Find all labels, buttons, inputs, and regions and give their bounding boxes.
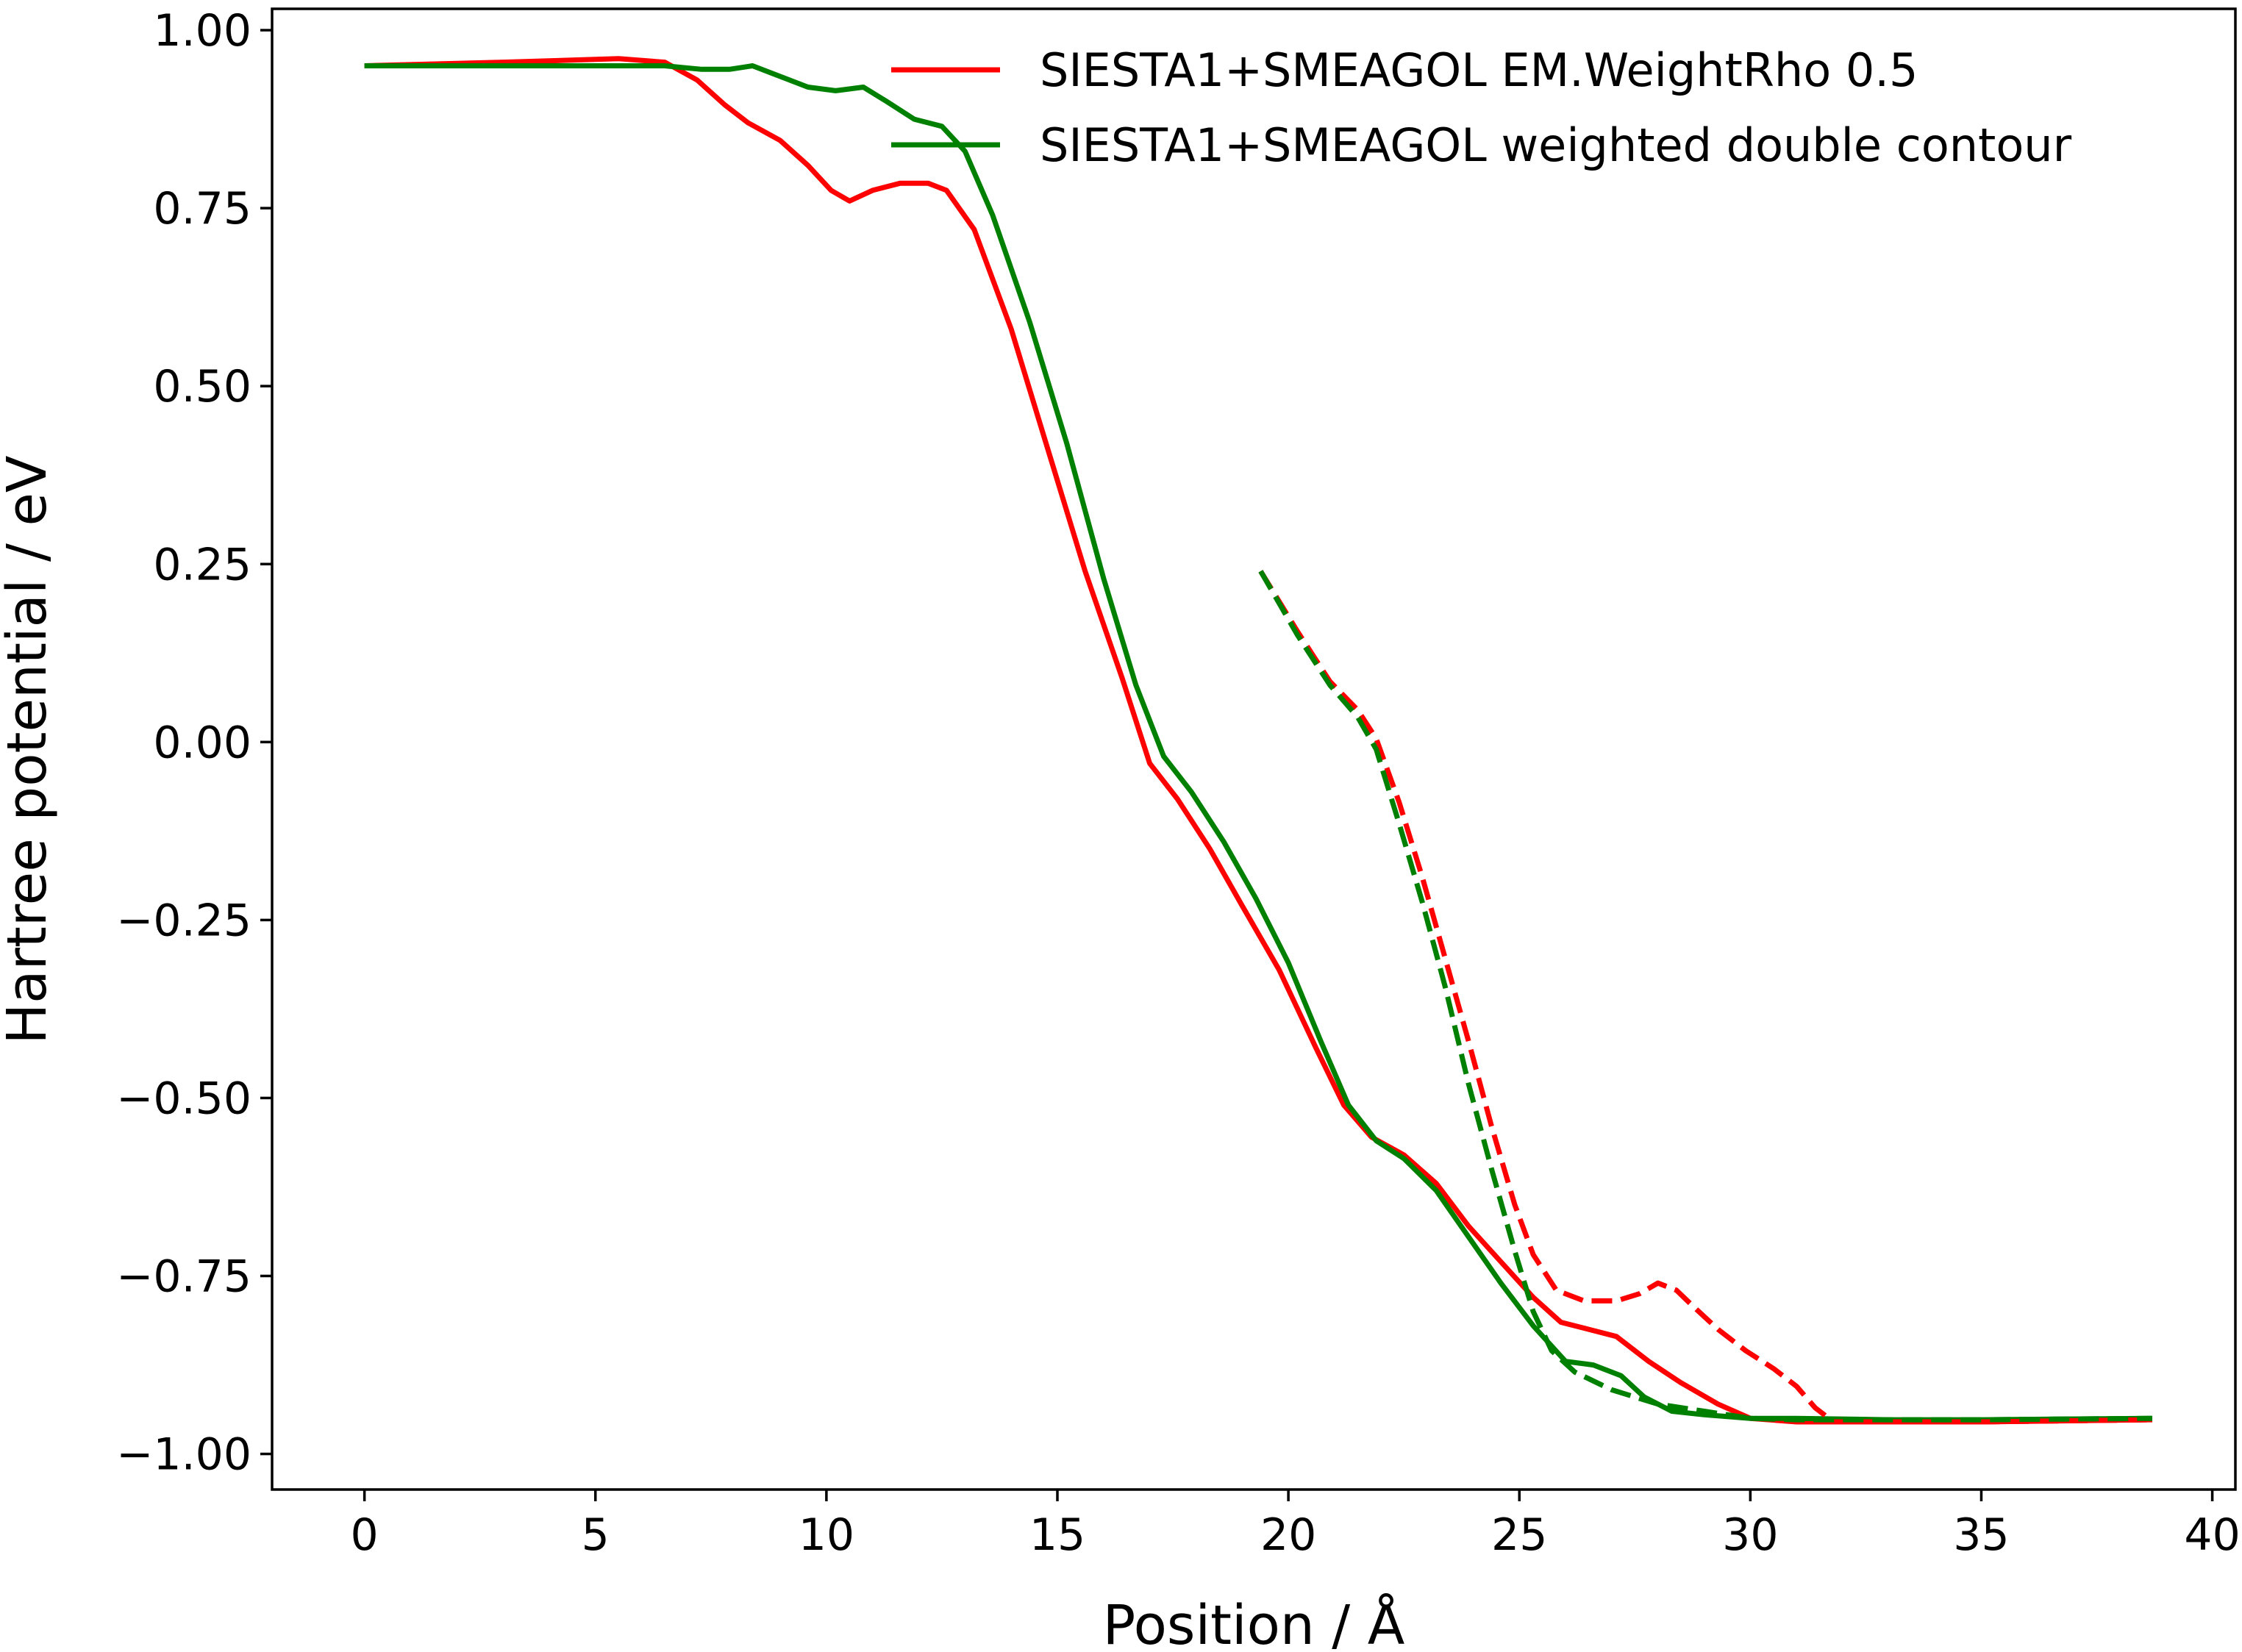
y-tick-label: 0.75 [153,183,251,235]
plot-series-group [364,56,2152,1425]
y-axis-ticks: 1.00 0.75 0.50 0.25 0.00 −0.25 −0.50 −0.75 −1.00 [116,5,272,1481]
x-axis-label: Position / Å [1103,1592,1405,1652]
legend-label: SIESTA1+SMEAGOL EM.WeightRho 0.5 [1040,43,1918,97]
y-tick-label: −0.75 [116,1251,251,1303]
x-axis-ticks: 0 5 10 15 20 25 30 35 40 [351,1490,2241,1561]
x-tick-label: 20 [1260,1509,1316,1561]
y-tick-label: −0.25 [116,895,251,946]
plot-area-frame [271,7,2237,1491]
x-tick-label: 40 [2184,1509,2240,1561]
series-line-3-dashed [1258,570,2152,1423]
y-tick-label: 0.25 [153,539,251,590]
legend: SIESTA1+SMEAGOL EM.WeightRho 0.5 SIESTA1+… [891,43,2072,172]
y-tick-label: −0.50 [116,1073,251,1124]
y-axis-label: Hartree potential / eV [0,455,59,1044]
y-tick-label: −1.00 [116,1429,251,1481]
x-tick-label: 30 [1722,1509,1778,1561]
series-line-2-dashed [1258,570,2152,1425]
y-tick-label: 0.00 [153,717,251,768]
x-tick-label: 35 [1953,1509,2009,1561]
x-tick-label: 0 [351,1509,379,1561]
y-tick-label: 0.50 [153,361,251,412]
x-tick-label: 25 [1491,1509,1547,1561]
series-line-1 [364,63,2152,1423]
x-tick-label: 15 [1029,1509,1085,1561]
y-tick-label: 1.00 [153,5,251,57]
series-line-0 [364,56,2152,1425]
x-tick-label: 5 [582,1509,610,1561]
x-tick-label: 10 [799,1509,854,1561]
legend-label: SIESTA1+SMEAGOL weighted double contour [1040,118,2072,172]
